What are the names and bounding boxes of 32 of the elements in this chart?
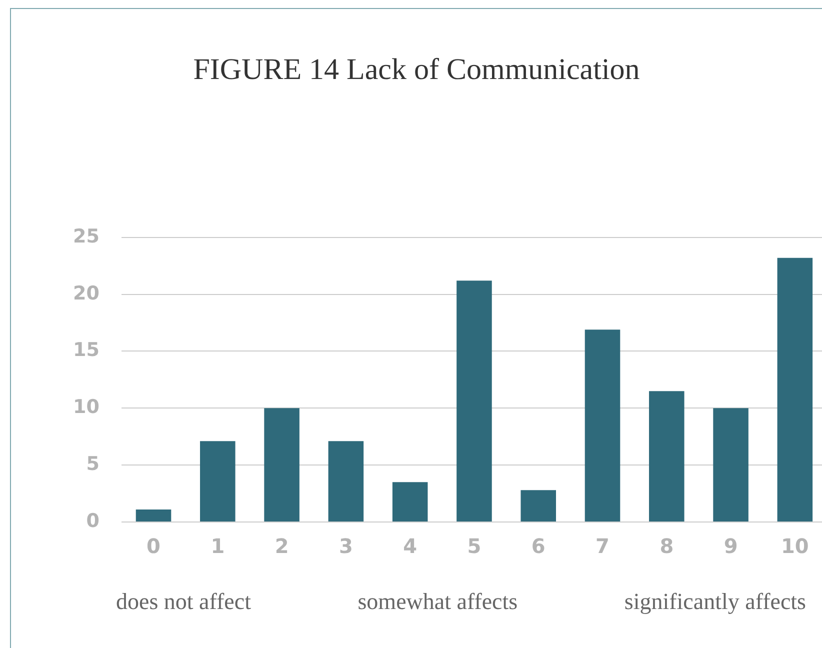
x-tick-label: 3 <box>338 534 353 558</box>
text: somewhat affects <box>358 589 518 615</box>
y-tick-label: 0 <box>86 510 100 532</box>
chart-title: FIGURE 14 Lack of Communication <box>192 53 641 87</box>
x-tick-label: 4 <box>403 534 418 558</box>
x-tick-label: 8 <box>660 534 674 558</box>
x-tick-label: 10 <box>781 534 809 558</box>
y-tick-label: 5 <box>86 453 100 476</box>
x-tick-label: 5 <box>467 534 482 558</box>
x-tick-label: 6 <box>531 534 546 558</box>
bar <box>264 408 300 522</box>
x-tick-label: 9 <box>724 534 738 558</box>
text: significantly affects <box>624 589 806 615</box>
x-tick-label: 2 <box>274 534 289 558</box>
y-tick-label: 15 <box>72 339 100 362</box>
bar <box>328 441 364 522</box>
bar <box>136 509 172 522</box>
bar <box>584 330 620 522</box>
x-tick-label: 7 <box>596 534 610 558</box>
bar <box>456 280 492 522</box>
bar <box>392 482 428 522</box>
y-tick-label: 20 <box>72 282 100 304</box>
bar <box>777 258 813 522</box>
bar <box>649 391 684 522</box>
text: does not affect <box>116 589 251 615</box>
bar <box>200 441 236 522</box>
y-tick-label: 10 <box>72 396 100 418</box>
bar <box>520 490 556 522</box>
bar <box>713 408 748 522</box>
y-tick-label: 25 <box>72 225 100 248</box>
x-tick-label: 0 <box>146 534 160 558</box>
x-tick-label: 1 <box>210 534 225 558</box>
